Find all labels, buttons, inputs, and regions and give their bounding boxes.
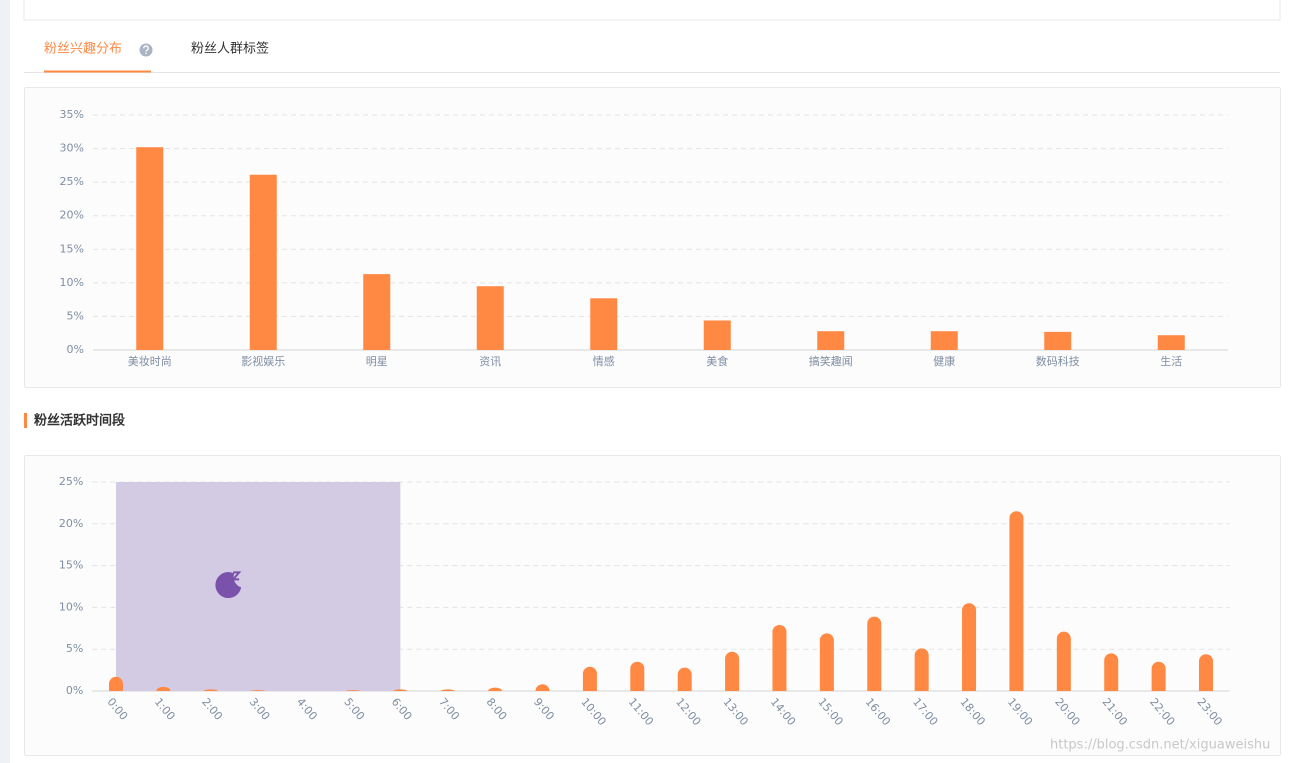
- x-tick-label: 健康: [933, 354, 955, 368]
- section-title: 粉丝活跃时间段: [34, 413, 125, 429]
- top-card: [23, 0, 1281, 21]
- y-tick-label: 15%: [59, 559, 83, 572]
- x-tick-label: 美妆时尚: [128, 354, 172, 368]
- bar: [1044, 331, 1072, 350]
- bar: [108, 676, 123, 691]
- y-tick-label: 10%: [59, 600, 83, 613]
- bar: [703, 320, 731, 350]
- bar: [136, 147, 164, 350]
- bar: [249, 174, 277, 350]
- bar: [817, 331, 845, 350]
- bar: [535, 684, 550, 691]
- bar: [1009, 511, 1024, 691]
- moon-icon: [215, 572, 242, 599]
- help-icon[interactable]: [139, 43, 153, 57]
- bar: [914, 648, 929, 691]
- y-tick-label: 15%: [60, 242, 84, 255]
- x-tick-label: 美食: [706, 354, 728, 368]
- bar: [363, 274, 391, 350]
- bar: [1104, 653, 1119, 691]
- x-tick-label: 影视娱乐: [241, 354, 285, 368]
- x-tick-label: 搞笑趣闻: [809, 354, 853, 368]
- tab-active[interactable]: 粉丝兴趣分布: [44, 42, 122, 57]
- bar: [476, 286, 504, 350]
- y-tick-label: 0%: [67, 343, 84, 356]
- y-tick-label: 20%: [60, 209, 84, 222]
- moon-z: [230, 571, 242, 581]
- bar: [251, 690, 266, 691]
- x-tick-label: 情感: [593, 355, 615, 368]
- bar: [630, 661, 645, 691]
- bar: [1056, 631, 1071, 691]
- x-tick-label: 明星: [366, 355, 388, 368]
- bar: [819, 633, 834, 691]
- bar: [345, 690, 360, 691]
- bar: [440, 689, 455, 691]
- sleep-area: [115, 482, 401, 691]
- x-tick-label: 生活: [1160, 354, 1182, 368]
- y-tick-label: 35%: [60, 108, 84, 121]
- bar: [203, 689, 218, 691]
- bar: [1157, 335, 1185, 350]
- bar: [677, 667, 692, 691]
- y-tick-label: 0%: [66, 684, 83, 697]
- bar: [725, 651, 740, 691]
- watermark: https://blog.csdn.net/xiguaweishu: [1050, 738, 1270, 753]
- tab-underline: [44, 70, 151, 73]
- bar: [488, 687, 503, 691]
- bar: [930, 331, 958, 350]
- y-tick-label: 25%: [60, 175, 84, 188]
- y-tick-label: 20%: [59, 517, 83, 530]
- y-tick-label: 30%: [60, 142, 84, 155]
- y-tick-label: 25%: [59, 475, 83, 488]
- side-strip: [0, 0, 10, 763]
- bar: [772, 624, 787, 691]
- bar: [582, 666, 597, 691]
- bar: [393, 689, 408, 691]
- y-tick-label: 5%: [67, 309, 84, 322]
- y-tick-label: 10%: [60, 276, 84, 289]
- tab[interactable]: 粉丝人群标签: [191, 41, 269, 57]
- bar: [867, 616, 882, 691]
- bar: [590, 298, 618, 350]
- x-tick-label: 资讯: [479, 355, 501, 368]
- x-tick-label: 数码科技: [1036, 354, 1080, 368]
- bar: [156, 686, 171, 691]
- y-tick-label: 5%: [66, 642, 83, 655]
- bar: [962, 603, 977, 691]
- chart-card: [24, 87, 1281, 388]
- section-marker: [24, 413, 27, 428]
- bar: [1151, 661, 1166, 691]
- bar: [1199, 654, 1214, 691]
